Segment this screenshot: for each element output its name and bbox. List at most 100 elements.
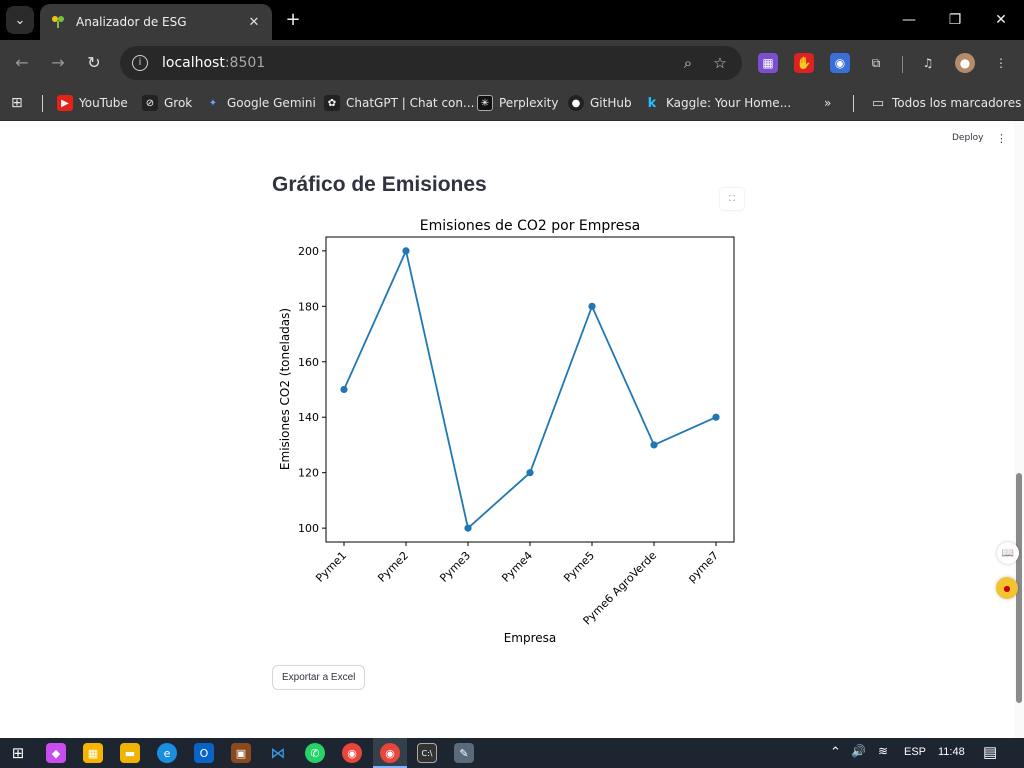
clock[interactable]: 11:48 xyxy=(938,746,965,758)
kaggle-icon: k xyxy=(647,95,657,111)
minimize-button[interactable]: — xyxy=(886,0,932,40)
apps-grid-icon[interactable]: ⊞ xyxy=(11,95,23,111)
url-host: localhost xyxy=(162,55,225,71)
main-menu-icon[interactable]: ⋮ xyxy=(996,132,1007,145)
x-tick-label: Pyme5 xyxy=(561,549,597,585)
new-tab-button[interactable]: + xyxy=(285,9,301,30)
copilot-icon[interactable]: ◆ xyxy=(46,743,66,763)
back-button[interactable]: ← xyxy=(10,51,34,75)
data-point xyxy=(402,247,410,255)
all-bookmarks-folder[interactable]: ▭ Todos los marcadores xyxy=(871,95,1022,111)
reload-button[interactable]: ↻ xyxy=(82,51,106,75)
close-window-button[interactable]: ✕ xyxy=(978,0,1024,40)
y-tick-label: 200 xyxy=(298,245,319,258)
book-icon[interactable]: 📖 xyxy=(997,542,1019,564)
language-indicator[interactable]: ESP xyxy=(904,746,927,758)
notifications-icon[interactable]: ▤ xyxy=(983,744,998,761)
chart-title: Emisiones de CO2 por Empresa xyxy=(420,218,640,234)
bookmark-kaggle[interactable]: k Kaggle: Your Home... xyxy=(644,93,791,113)
y-tick-label: 160 xyxy=(298,356,319,369)
scrollbar-thumb[interactable] xyxy=(1016,473,1022,703)
extension-icon-1[interactable]: ▦ xyxy=(758,53,778,73)
address-bar[interactable]: i localhost:8501 ⌕ ☆ xyxy=(120,46,742,80)
restore-icon: ❐ xyxy=(948,12,962,28)
outlook-icon[interactable]: O xyxy=(194,743,214,763)
whatsapp-icon[interactable]: ✆ xyxy=(305,743,325,763)
bookmark-youtube[interactable]: ▶ YouTube xyxy=(57,93,128,113)
y-tick-label: 140 xyxy=(298,411,319,424)
vscode-icon[interactable]: ⋈ xyxy=(270,744,286,762)
arrow-right-icon: → xyxy=(51,53,65,72)
x-tick-label: Pyme3 xyxy=(437,549,473,585)
windows-start-icon[interactable]: ⊞ xyxy=(11,744,25,762)
emissions-chart: Emisiones de CO2 por Empresa 100 120 140 16… xyxy=(278,218,735,645)
tab-close-icon[interactable]: ✕ xyxy=(248,14,260,30)
zoom-icon[interactable]: ⌕ xyxy=(683,54,693,72)
data-point xyxy=(588,302,596,310)
page-content: Deploy ⋮ Gráfico de Emisiones ⛶ Emisione… xyxy=(0,121,1024,738)
profile-avatar[interactable]: ● xyxy=(955,53,975,73)
deploy-button[interactable]: Deploy xyxy=(952,133,984,143)
reload-icon: ↻ xyxy=(87,53,101,72)
store-icon[interactable]: ▦ xyxy=(83,743,103,763)
browser-menu-icon[interactable]: ⋮ xyxy=(995,56,1007,70)
y-axis-ticks: 100 120 140 160 180 200 xyxy=(298,245,326,535)
browser-toolbar: ← → ↻ i localhost:8501 ⌕ ☆ ▦ ✋ ◉ ⧉ ♫ ● ⋮ xyxy=(0,40,1024,86)
extensions-puzzle-icon[interactable]: ⧉ xyxy=(871,55,881,70)
series-points xyxy=(340,247,720,532)
browser-tab-bar: ⌄ Analizador de ESG ✕ + — ❐ ✕ xyxy=(0,0,1024,40)
bookmark-gemini[interactable]: ✦ Google Gemini xyxy=(205,93,316,113)
data-point xyxy=(464,524,472,532)
series-line xyxy=(343,248,717,530)
gemini-icon: ✦ xyxy=(208,97,218,109)
windows-taskbar: ⊞ ◆ ▦ ▬ e O ▣ ⋈ ✆ ◉ ◉ C:\ ✎ ⌃ 🔊 ≋ ESP 11… xyxy=(0,738,1024,768)
x-tick-label: pyme7 xyxy=(685,549,721,585)
site-info-icon[interactable]: i xyxy=(132,55,148,71)
data-point xyxy=(340,385,348,394)
volume-icon[interactable]: 🔊 xyxy=(851,744,866,758)
data-point xyxy=(712,413,720,421)
paint-icon[interactable]: ✎ xyxy=(454,743,474,763)
grok-icon: ⊘ xyxy=(142,95,158,111)
wifi-icon[interactable]: ≋ xyxy=(878,744,889,758)
youtube-icon: ▶ xyxy=(57,95,73,111)
folder-icon: ▭ xyxy=(871,95,885,111)
new-badge-icon[interactable]: ● xyxy=(996,577,1018,599)
restore-button[interactable]: ❐ xyxy=(932,0,978,40)
x-tick-label: Pyme4 xyxy=(499,549,535,585)
github-icon: ● xyxy=(568,95,584,111)
x-tick-label: Pyme2 xyxy=(375,549,411,585)
terminal-icon[interactable]: C:\ xyxy=(417,743,437,763)
scrollbar-track[interactable] xyxy=(1014,121,1024,738)
tab-search-button[interactable]: ⌄ xyxy=(6,6,34,34)
app-icon[interactable]: ▣ xyxy=(231,743,251,763)
bookmark-star-icon[interactable]: ☆ xyxy=(713,54,727,72)
x-axis-label: Empresa xyxy=(504,631,557,645)
streamlit-favicon-icon xyxy=(52,16,64,28)
bookmark-perplexity[interactable]: ✳ Perplexity xyxy=(477,93,559,113)
extension-icon-3[interactable]: ◉ xyxy=(830,53,850,73)
chrome-icon-active[interactable]: ◉ xyxy=(380,743,400,763)
extension-icon-2[interactable]: ✋ xyxy=(794,53,814,73)
media-control-icon[interactable]: ♫ xyxy=(922,56,934,70)
browser-tab-active[interactable]: Analizador de ESG ✕ xyxy=(40,4,272,40)
chevron-up-icon[interactable]: ⌃ xyxy=(830,744,841,759)
bookmark-chatgpt[interactable]: ✿ ChatGPT | Chat con... xyxy=(324,93,474,113)
bookmarks-overflow-button[interactable]: » xyxy=(824,96,832,110)
x-tick-label: Pyme1 xyxy=(313,549,349,585)
tab-title: Analizador de ESG xyxy=(76,15,187,29)
y-tick-label: 120 xyxy=(298,467,319,480)
bookmark-github[interactable]: ● GitHub xyxy=(568,93,632,113)
fullscreen-icon[interactable]: ⛶ xyxy=(720,188,744,210)
forward-button[interactable]: → xyxy=(46,51,70,75)
chevron-down-icon: ⌄ xyxy=(14,12,26,28)
y-tick-label: 100 xyxy=(298,522,319,535)
close-icon: ✕ xyxy=(995,12,1007,28)
bookmark-grok[interactable]: ⊘ Grok xyxy=(142,93,192,113)
bookmarks-bar: ⊞ ▶ YouTube ⊘ Grok ✦ Google Gemini ✿ ChatGPT… xyxy=(0,86,1024,121)
export-excel-button[interactable]: Exportar a Excel xyxy=(272,665,366,690)
file-explorer-icon[interactable]: ▬ xyxy=(120,743,140,763)
chrome-icon[interactable]: ◉ xyxy=(342,743,362,763)
edge-icon[interactable]: e xyxy=(157,743,177,763)
